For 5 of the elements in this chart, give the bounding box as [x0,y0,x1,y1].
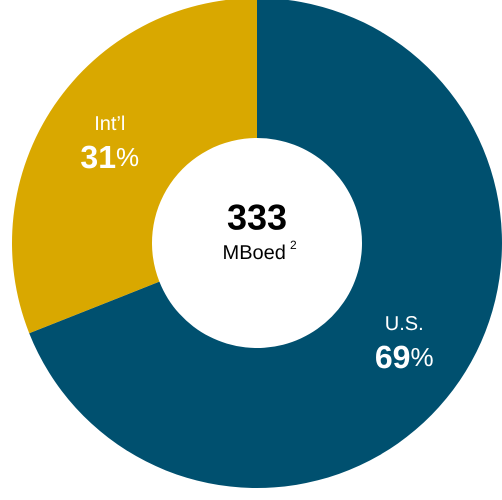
text: 333 [226,196,288,238]
slice-label: U.S. [384,313,424,336]
data-label: 31% [80,138,140,175]
data-label: 69% [374,339,434,376]
slice-label: Int’l [94,112,126,135]
